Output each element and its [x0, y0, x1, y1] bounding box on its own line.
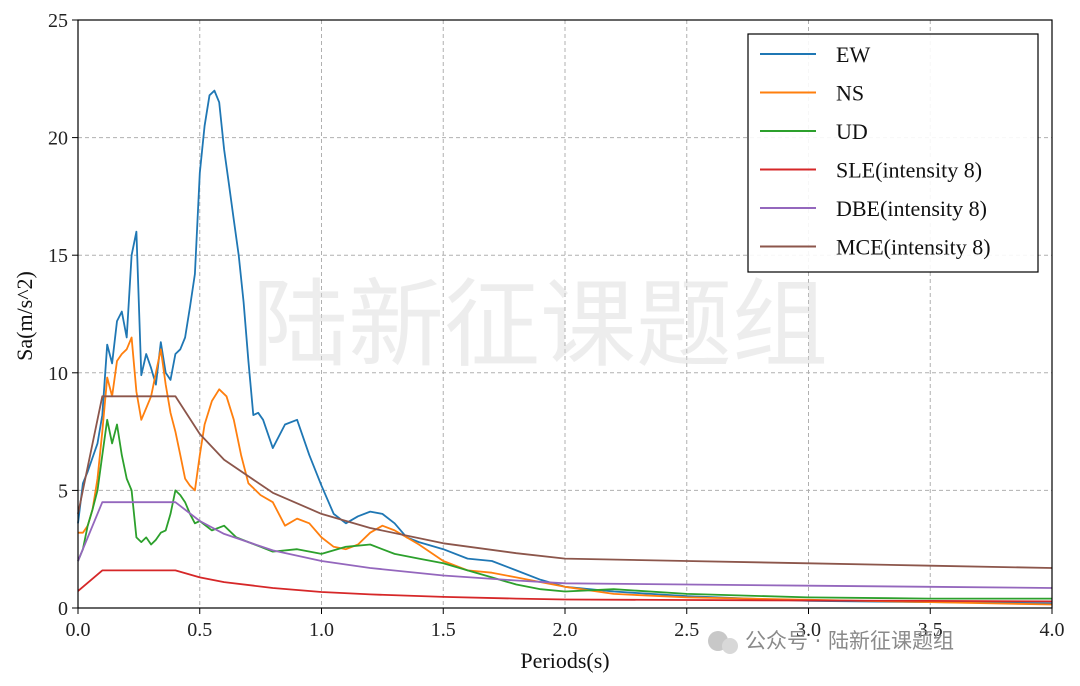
y-tick-label: 0: [58, 598, 68, 620]
x-tick-label: 2.0: [553, 619, 578, 641]
y-tick-label: 20: [48, 128, 68, 150]
y-axis-label: Sa(m/s^2): [12, 271, 37, 361]
x-tick-label: 2.5: [674, 619, 699, 641]
x-tick-label: 1.0: [309, 619, 334, 641]
legend-label: NS: [836, 81, 864, 106]
x-tick-label: 1.5: [431, 619, 456, 641]
x-tick-label: 3.5: [918, 619, 943, 641]
y-tick-label: 5: [58, 480, 68, 502]
x-tick-label: 0.0: [66, 619, 91, 641]
legend-label: EW: [836, 42, 870, 67]
x-tick-label: 0.5: [187, 619, 212, 641]
legend-box: [747, 33, 1039, 273]
wechat-icon-secondary: [722, 638, 738, 654]
x-tick-label: 4.0: [1040, 619, 1065, 641]
y-tick-label: 10: [48, 363, 68, 385]
legend-label: SLE(intensity 8): [836, 158, 982, 183]
series-lines: [77, 89, 1053, 606]
series-line-mce-intensity-8: [77, 395, 1053, 569]
legend-label: UD: [836, 119, 868, 144]
series-line-dbe-intensity-8: [77, 501, 1053, 589]
legend-label: DBE(intensity 8): [836, 196, 987, 221]
y-tick-label: 25: [48, 10, 68, 32]
axis-ticks: 0.0 0.5 1.0 1.5 2.0 2.5 3.0 3.5 4.0 0 5 10 15 20 25: [48, 10, 1065, 641]
footer-watermark-text: 公众号 · 陆新征课题组: [745, 629, 954, 653]
legend-label: MCE(intensity 8): [836, 235, 991, 260]
series-line-ud: [77, 418, 1052, 600]
series-line-ew: [77, 89, 1053, 605]
watermark-center-text: 陆新征课题组: [252, 269, 828, 381]
series-line-ns: [78, 336, 1053, 606]
x-axis-label: Periods(s): [520, 648, 609, 673]
series-line-sle-intensity-8: [77, 569, 1053, 603]
footer-watermark: 公众号 · 陆新征课题组: [708, 629, 954, 654]
x-tick-label: 3.0: [796, 619, 821, 641]
y-tick-label: 15: [48, 245, 68, 267]
legend: EW NS UD SLE(intensity 8) DBE(intensity 8) MC…: [747, 33, 1039, 273]
